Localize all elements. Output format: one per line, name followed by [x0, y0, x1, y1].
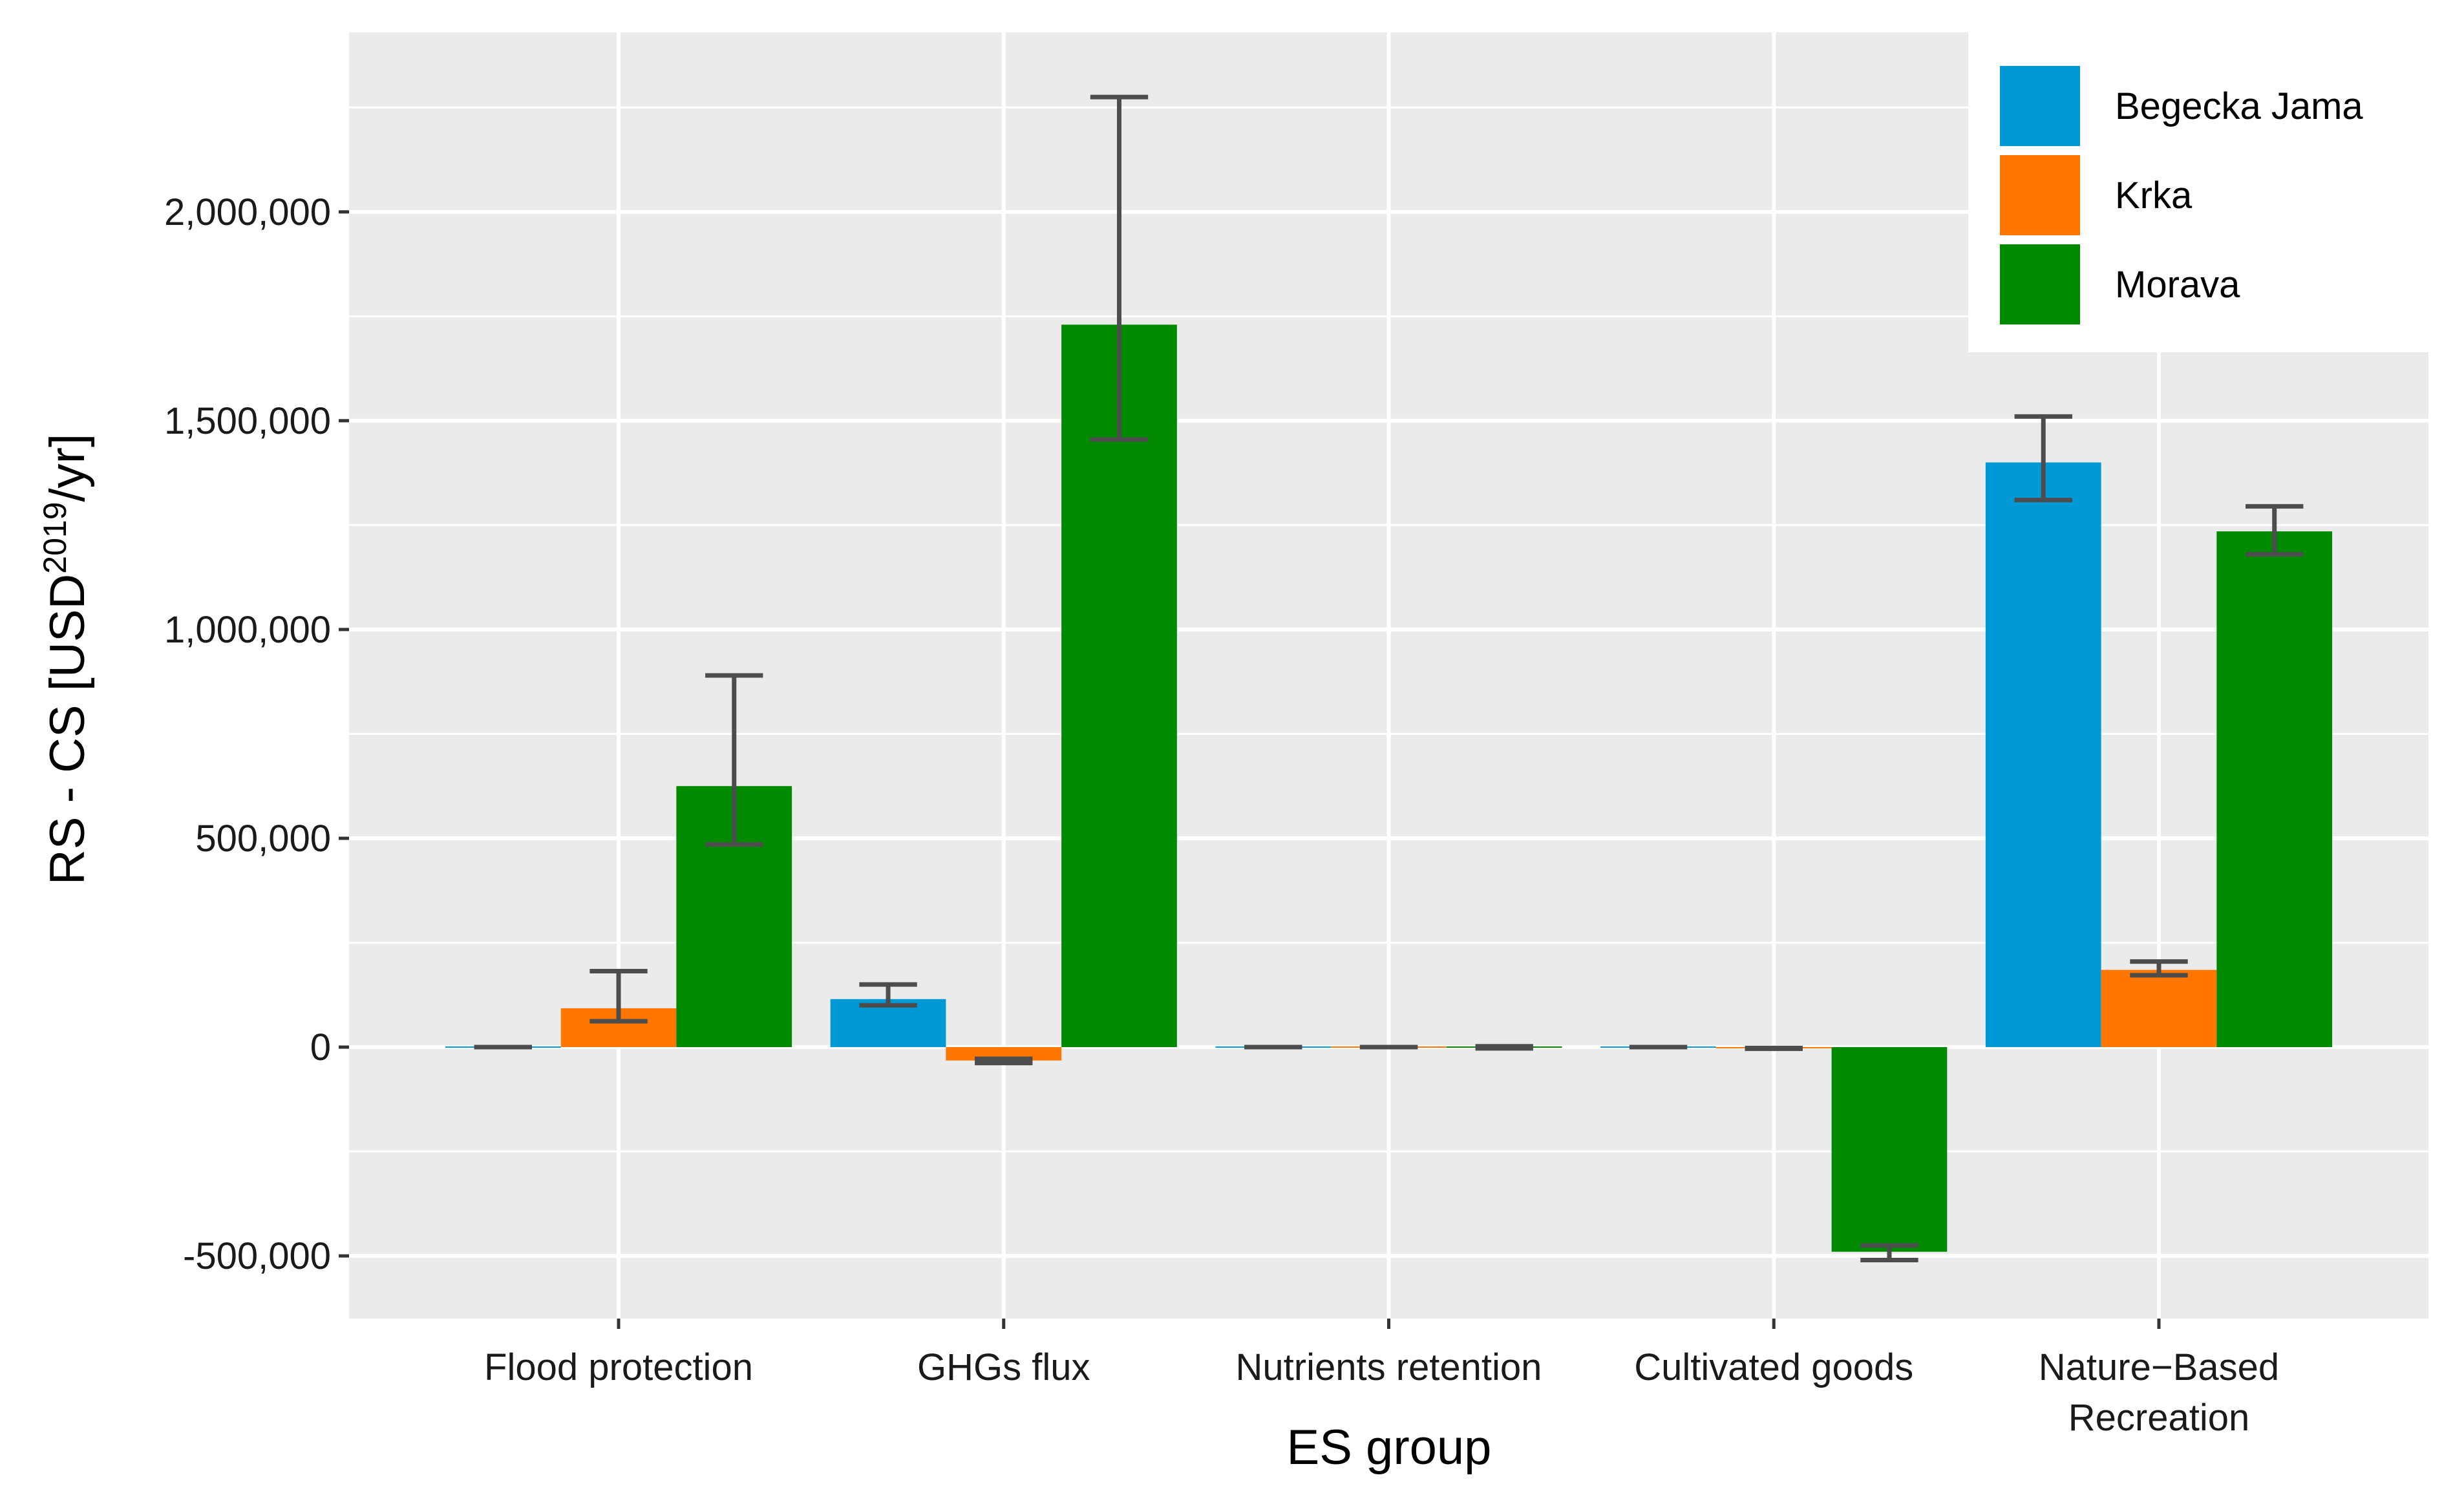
errorbar-morava-3 — [1860, 1243, 1918, 1263]
bar-morava-4 — [2216, 531, 2333, 1048]
y-tick-label: 0 — [310, 1026, 331, 1068]
legend-label: Morava — [2115, 264, 2240, 306]
x-tick-label: Flood protection — [484, 1346, 753, 1388]
legend-key-morava — [1997, 242, 2083, 327]
errorbar-begecka-jama-1 — [859, 982, 917, 1008]
errorbar-krka-0 — [589, 968, 648, 1024]
x-tick-label: Cultivated goods — [1634, 1346, 1913, 1388]
legend-key-begecka-jama — [1997, 63, 2083, 149]
y-axis-title-suffix: /yr] — [40, 434, 95, 502]
errorbar-morava-1 — [1090, 94, 1149, 442]
x-axis-title: ES group — [1287, 1420, 1492, 1475]
errorbar-morava-2 — [1475, 1044, 1533, 1051]
errorbar-begecka-jama-4 — [2014, 414, 2072, 503]
y-tick-label: 1,500,000 — [164, 400, 331, 442]
legend-key-krka — [1997, 153, 2083, 238]
bar-morava-3 — [1831, 1047, 1948, 1252]
y-tick-label: 500,000 — [195, 818, 331, 860]
y-axis-title-main: RS - CS [USD — [40, 574, 95, 885]
bar-krka-4 — [2101, 970, 2217, 1048]
legend-label: Krka — [2115, 175, 2193, 217]
x-tick-label: GHGs flux — [917, 1346, 1090, 1388]
y-axis: -500,000 0 500,000 1,000,000 1,500,000 2,000,… — [164, 191, 349, 1277]
x-tick-label: Nutrients retention — [1236, 1346, 1542, 1388]
errorbar-krka-4 — [2130, 959, 2188, 978]
legend-label: Begecka Jama — [2115, 85, 2363, 127]
bar-begecka-jama-4 — [1985, 462, 2101, 1048]
errorbar-krka-1 — [975, 1056, 1033, 1066]
errorbars-layer — [474, 94, 2304, 1263]
bar-morava-1 — [1061, 324, 1177, 1048]
x-tick-label: Recreation — [2068, 1397, 2249, 1439]
legend: Begecka Jama Krka Morava — [1968, 32, 2434, 352]
bars-layer — [445, 324, 2333, 1252]
y-tick-label: -500,000 — [183, 1235, 331, 1277]
errorbar-morava-0 — [705, 673, 763, 847]
y-tick-label: 2,000,000 — [164, 191, 331, 233]
x-axis: Flood protection GHGs flux Nutrients reten… — [484, 1319, 2279, 1439]
y-axis-title-superscript: 2019 — [37, 502, 73, 573]
y-tick-label: 1,000,000 — [164, 609, 331, 651]
x-tick-label: Nature−Based — [2039, 1346, 2279, 1388]
errorbar-morava-4 — [2246, 504, 2304, 557]
y-axis-title: RS - CS [USD2019/yr] — [37, 434, 95, 885]
